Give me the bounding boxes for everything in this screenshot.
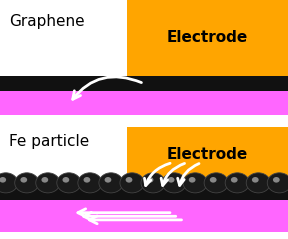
- Text: Electrode: Electrode: [167, 30, 248, 44]
- Circle shape: [78, 173, 102, 193]
- Text: Fe particle: Fe particle: [9, 134, 89, 149]
- Circle shape: [99, 173, 123, 193]
- Circle shape: [126, 177, 132, 183]
- Bar: [0, 127, 288, 239]
- Bar: [0, 186, 288, 200]
- Circle shape: [15, 173, 39, 193]
- Circle shape: [36, 173, 60, 193]
- Circle shape: [141, 173, 165, 193]
- Circle shape: [41, 177, 48, 183]
- Circle shape: [246, 173, 270, 193]
- Bar: [127, 0, 288, 76]
- Bar: [0, 200, 288, 232]
- Circle shape: [105, 177, 111, 183]
- Circle shape: [120, 173, 144, 193]
- Circle shape: [231, 177, 238, 183]
- Circle shape: [168, 177, 175, 183]
- Circle shape: [62, 177, 69, 183]
- Bar: [127, 127, 288, 186]
- Bar: [0, 76, 288, 91]
- Circle shape: [57, 173, 81, 193]
- Circle shape: [183, 173, 207, 193]
- Circle shape: [204, 173, 228, 193]
- Circle shape: [0, 177, 6, 183]
- Circle shape: [147, 177, 154, 183]
- Circle shape: [162, 173, 186, 193]
- Text: Electrode: Electrode: [167, 147, 248, 162]
- Circle shape: [273, 177, 280, 183]
- Circle shape: [189, 177, 196, 183]
- Circle shape: [0, 173, 18, 193]
- Circle shape: [20, 177, 27, 183]
- Circle shape: [267, 173, 288, 193]
- Bar: [0, 91, 288, 115]
- Circle shape: [84, 177, 90, 183]
- Text: Graphene: Graphene: [9, 14, 84, 29]
- Bar: [0, 0, 288, 115]
- Circle shape: [210, 177, 217, 183]
- Circle shape: [225, 173, 249, 193]
- Circle shape: [252, 177, 259, 183]
